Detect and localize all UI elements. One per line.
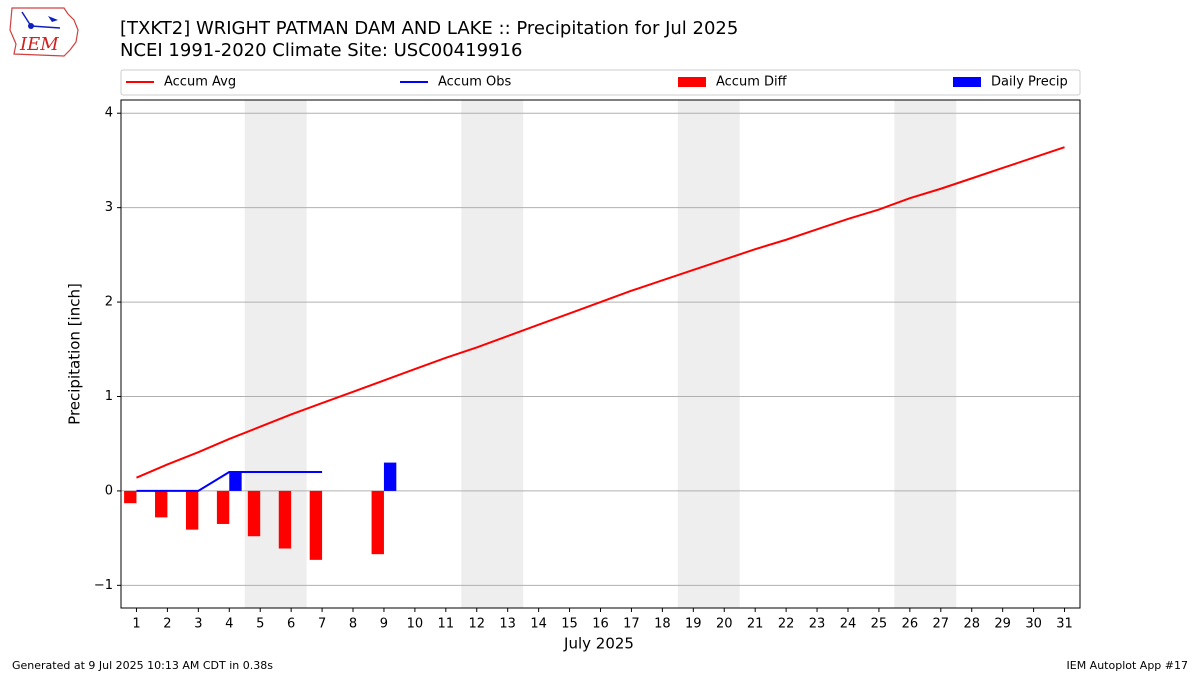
legend-label: Accum Obs <box>438 75 511 90</box>
x-tick-label: 24 <box>840 617 857 632</box>
y-axis-label: Precipitation [inch] <box>66 283 84 425</box>
x-tick-label: 13 <box>499 617 516 632</box>
x-tick-label: 25 <box>871 617 888 632</box>
y-tick-label: 0 <box>105 483 113 498</box>
x-tick-label: 4 <box>225 617 233 632</box>
legend-swatch <box>953 77 981 87</box>
x-tick-label: 18 <box>654 617 671 632</box>
x-tick-label: 16 <box>592 617 609 632</box>
x-tick-label: 27 <box>933 617 950 632</box>
bar <box>371 490 384 555</box>
weekend-shade <box>461 100 524 608</box>
footer-left: Generated at 9 Jul 2025 10:13 AM CDT in … <box>12 659 273 672</box>
line <box>136 146 1065 479</box>
x-tick-label: 19 <box>685 617 702 632</box>
legend-label: Accum Diff <box>716 75 788 90</box>
x-tick-label: 31 <box>1056 617 1073 632</box>
bar <box>247 490 261 537</box>
logo: IEM <box>9 7 79 57</box>
weekend-shade <box>677 100 740 608</box>
bar <box>185 490 199 530</box>
y-tick-label: 1 <box>105 389 113 404</box>
y-tick-label: 2 <box>105 295 113 310</box>
x-tick-label: 9 <box>380 617 388 632</box>
legend-swatch <box>678 77 706 87</box>
bar <box>278 490 292 549</box>
x-tick-label: 17 <box>623 617 640 632</box>
bar <box>155 490 168 518</box>
y-tick-label: −1 <box>94 578 113 593</box>
y-tick-label: 4 <box>105 106 113 121</box>
x-tick-label: 6 <box>287 617 295 632</box>
logo-text: IEM <box>19 34 59 55</box>
x-tick-label: 23 <box>809 617 826 632</box>
x-tick-label: 26 <box>902 617 919 632</box>
legend-label: Daily Precip <box>991 75 1068 90</box>
bar <box>309 490 323 560</box>
x-tick-label: 21 <box>747 617 764 632</box>
x-tick-label: 2 <box>163 617 171 632</box>
x-tick-label: 29 <box>994 617 1011 632</box>
x-tick-label: 10 <box>407 617 424 632</box>
bar <box>124 490 137 504</box>
x-tick-label: 28 <box>963 617 980 632</box>
footer-right: IEM Autoplot App #17 <box>1067 659 1189 672</box>
chart-title: [TXKT2] WRIGHT PATMAN DAM AND LAKE :: Pr… <box>120 18 738 39</box>
bar <box>216 490 230 524</box>
x-tick-label: 7 <box>318 617 326 632</box>
chart-subtitle: NCEI 1991-2020 Climate Site: USC00419916 <box>120 40 522 61</box>
x-tick-label: 15 <box>561 617 578 632</box>
weekend-shade <box>894 100 957 608</box>
bar <box>229 472 242 491</box>
line <box>136 471 323 492</box>
bar <box>383 462 397 491</box>
x-tick-label: 22 <box>778 617 795 632</box>
x-tick-label: 1 <box>132 617 140 632</box>
x-tick-label: 11 <box>438 617 455 632</box>
legend-label: Accum Avg <box>164 75 236 90</box>
y-tick-label: 3 <box>105 200 113 215</box>
x-tick-label: 5 <box>256 617 264 632</box>
x-axis-label: July 2025 <box>563 635 634 653</box>
plot-frame <box>120 99 1081 609</box>
x-tick-label: 30 <box>1025 617 1042 632</box>
x-tick-label: 3 <box>194 617 202 632</box>
x-tick-label: 20 <box>716 617 733 632</box>
x-tick-label: 12 <box>468 617 485 632</box>
legend-box <box>120 69 1081 96</box>
x-tick-label: 8 <box>349 617 357 632</box>
x-tick-label: 14 <box>530 617 547 632</box>
